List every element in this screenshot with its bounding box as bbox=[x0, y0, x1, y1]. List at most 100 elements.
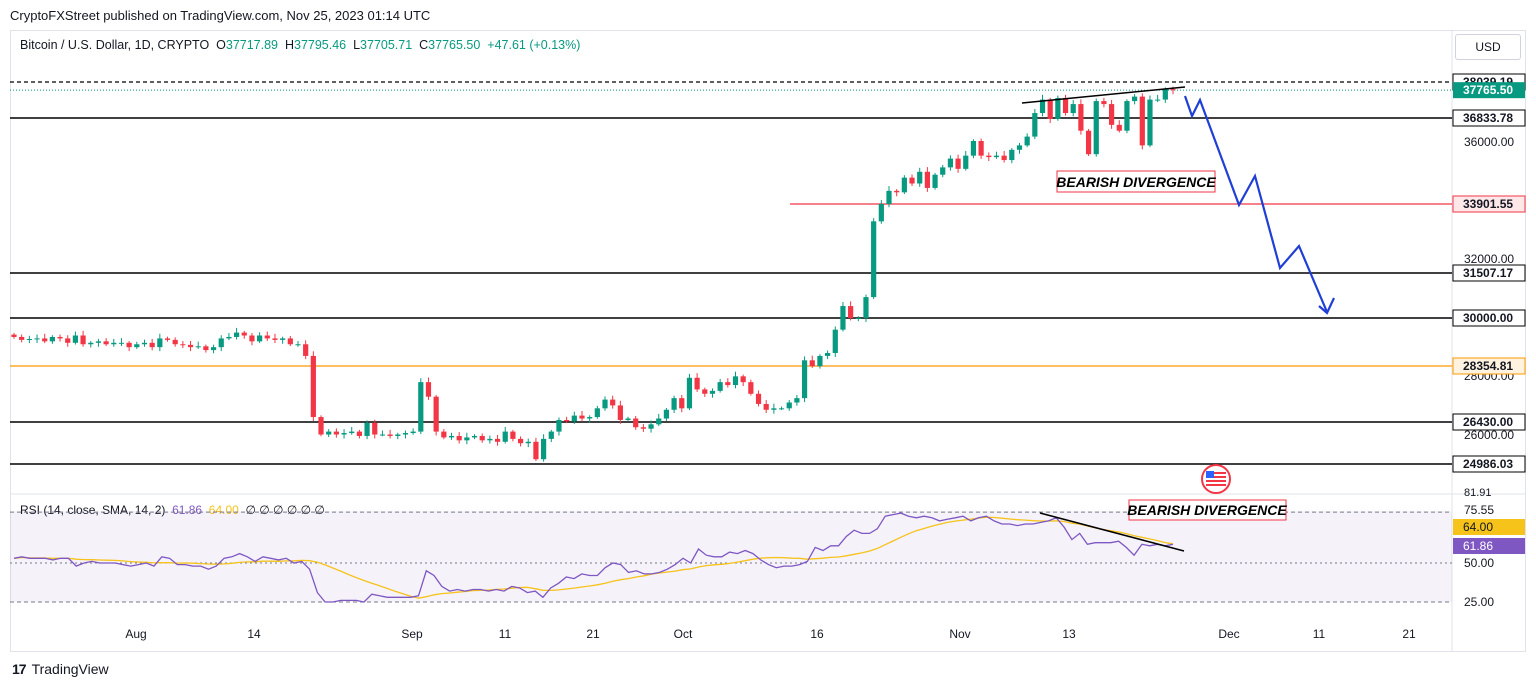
candle-body bbox=[126, 342, 132, 348]
candle-body bbox=[1016, 145, 1023, 150]
candle-body bbox=[917, 171, 923, 184]
rsi-top-label: 81.91 bbox=[1464, 487, 1492, 499]
close-label: C bbox=[419, 38, 429, 52]
time-tick-label: 21 bbox=[586, 627, 600, 641]
candle-body bbox=[387, 434, 393, 436]
candle-body bbox=[970, 140, 977, 156]
rsi-level-label: 50.00 bbox=[1464, 556, 1494, 570]
candle-body bbox=[264, 335, 270, 339]
candle-body bbox=[932, 174, 938, 188]
candle-body bbox=[441, 431, 447, 438]
time-tick-label: 21 bbox=[1402, 627, 1416, 641]
candle-body bbox=[809, 360, 815, 367]
candle-body bbox=[625, 418, 631, 420]
candle-body bbox=[740, 376, 746, 383]
time-tick-label: Oct bbox=[674, 627, 693, 641]
projection-arrowhead bbox=[1318, 297, 1335, 315]
candle-body bbox=[164, 338, 171, 340]
candle-body bbox=[1170, 89, 1176, 91]
flag-stripe bbox=[1206, 476, 1226, 478]
tradingview-logo-icon[interactable]: 17 bbox=[12, 661, 27, 677]
candle-body bbox=[755, 393, 762, 404]
candle-body bbox=[410, 431, 416, 434]
candle-body bbox=[894, 190, 900, 193]
level-label-box bbox=[1452, 109, 1526, 127]
low-value: 37705.71 bbox=[360, 38, 413, 52]
candle-body bbox=[1009, 149, 1015, 161]
candle-body bbox=[72, 335, 79, 343]
candle-body bbox=[663, 409, 670, 419]
level-label: 24986.03 bbox=[1463, 457, 1513, 471]
rsi-title[interactable]: RSI (14, close, SMA, 14, 2) bbox=[20, 503, 166, 517]
candle-body bbox=[1116, 124, 1122, 131]
candle-body bbox=[817, 355, 823, 367]
candle-body bbox=[11, 334, 17, 337]
symbol-legend: Bitcoin / U.S. Dollar, 1D, CRYPTO O37717… bbox=[20, 38, 580, 52]
candle-body bbox=[149, 342, 155, 348]
candle-body bbox=[1162, 89, 1168, 100]
symbol-name[interactable]: Bitcoin / U.S. Dollar, 1D, CRYPTO bbox=[20, 38, 210, 52]
candle-body bbox=[364, 422, 370, 436]
candle-body bbox=[633, 418, 639, 428]
rsi-ma-label: 64.00 bbox=[1463, 520, 1493, 534]
candle-body bbox=[1032, 113, 1038, 137]
candle-body bbox=[1155, 99, 1161, 101]
annotation-text: BEARISH DIVERGENCE bbox=[1056, 174, 1216, 190]
candle-body bbox=[333, 431, 339, 435]
price-tick-label: 32000.00 bbox=[1464, 252, 1514, 266]
chart-frame bbox=[10, 30, 1526, 652]
rsi-divergence-line bbox=[1039, 512, 1185, 552]
candle-body bbox=[648, 424, 654, 429]
candle-body bbox=[564, 419, 570, 422]
candle-body bbox=[679, 398, 685, 409]
candle-body bbox=[80, 335, 86, 345]
candle-body bbox=[778, 408, 785, 410]
price-tick-label: 26000.00 bbox=[1464, 428, 1514, 442]
candle-body bbox=[878, 204, 884, 222]
candle-body bbox=[725, 382, 731, 386]
candle-body bbox=[541, 438, 547, 460]
candle-body bbox=[34, 338, 40, 340]
level-label: 31507.17 bbox=[1463, 266, 1513, 280]
time-tick-label: 16 bbox=[810, 627, 824, 641]
time-tick-label: 11 bbox=[1313, 627, 1326, 641]
rsi-legend-extras: ∅ ∅ ∅ ∅ ∅ ∅ bbox=[245, 503, 325, 517]
candle-body bbox=[840, 306, 846, 330]
currency-selector[interactable]: USD bbox=[1455, 34, 1521, 60]
time-tick-label: Sep bbox=[401, 627, 423, 641]
candle-body bbox=[709, 390, 716, 394]
rsi-value-box bbox=[1453, 538, 1525, 554]
flag-stripe bbox=[1206, 472, 1226, 474]
candle-body bbox=[502, 431, 508, 442]
candle-body bbox=[1055, 98, 1061, 119]
candle-body bbox=[732, 376, 739, 386]
candle-body bbox=[548, 431, 554, 439]
candle-body bbox=[395, 434, 401, 436]
candle-body bbox=[801, 360, 808, 399]
candle-body bbox=[955, 158, 961, 169]
candle-body bbox=[1132, 96, 1138, 102]
candle-body bbox=[402, 433, 409, 435]
candle-body bbox=[1024, 136, 1030, 146]
candle-body bbox=[794, 398, 800, 403]
open-value: 37717.89 bbox=[225, 38, 279, 52]
candle-body bbox=[372, 422, 378, 435]
candle-body bbox=[272, 338, 278, 340]
candle-body bbox=[65, 338, 71, 343]
candle-body bbox=[686, 377, 693, 409]
rsi-level-label: 25.00 bbox=[1464, 595, 1494, 609]
candle-body bbox=[310, 355, 316, 418]
us-flag-icon bbox=[1201, 464, 1231, 494]
candle-body bbox=[479, 435, 485, 441]
candle-body bbox=[571, 415, 577, 422]
time-tick-label: Nov bbox=[949, 627, 970, 641]
candle-body bbox=[886, 190, 892, 205]
rsi-legend-value: 61.86 bbox=[172, 503, 203, 517]
candle-body bbox=[1039, 99, 1046, 114]
candle-body bbox=[280, 338, 286, 340]
candle-body bbox=[863, 297, 869, 318]
rsi-ma-box bbox=[1453, 519, 1525, 535]
candle-body bbox=[295, 344, 301, 346]
candle-body bbox=[671, 398, 677, 410]
